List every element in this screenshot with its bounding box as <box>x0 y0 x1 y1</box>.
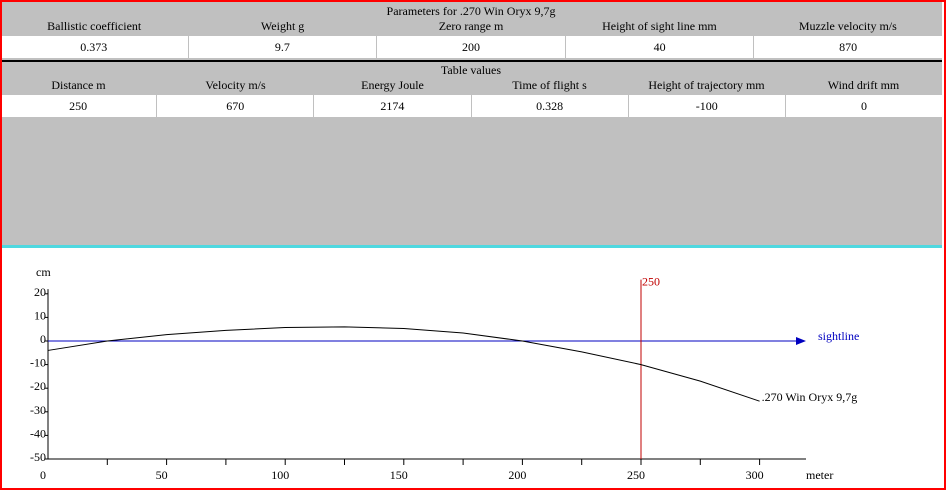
param-value-cell[interactable]: 200 <box>377 36 566 58</box>
table-header: Energy Joule <box>361 78 424 92</box>
table-title: Table values <box>440 63 502 77</box>
y-tick-label: -20 <box>30 379 46 393</box>
param-header: Muzzle velocity m/s <box>798 19 897 33</box>
table-value-cell[interactable]: 0.328 <box>472 95 629 117</box>
distance-marker-label: 250 <box>642 275 660 289</box>
parameters-panel: Parameters for .270 Win Oryx 9,7g Ballis… <box>0 0 942 248</box>
table-header: Wind drift mm <box>827 78 900 92</box>
divider <box>0 60 942 62</box>
param-header: Weight g <box>260 19 305 33</box>
table-value-row: 250 670 2174 0.328 -100 0 <box>0 95 942 117</box>
x-tick-label: 200 <box>508 468 526 482</box>
table-header-row: Distance m Velocity m/s Energy Joule Time o… <box>0 77 942 95</box>
table-value-cell[interactable]: 250 <box>0 95 158 117</box>
x-tick-label: 250 <box>627 468 645 482</box>
y-tick-label: -10 <box>30 356 46 370</box>
table-value-cell[interactable]: 0 <box>860 99 867 113</box>
x-tick-label: 0 <box>40 468 46 482</box>
table-header: Velocity m/s <box>205 78 266 92</box>
y-tick-label: -50 <box>30 450 46 464</box>
param-value-cell[interactable]: 0.373 <box>0 36 189 58</box>
sightline-arrow-icon <box>796 337 806 345</box>
parameters-header-row: Ballistic coefficient Weight g Zero range … <box>0 18 942 36</box>
table-header: Distance m <box>51 78 106 92</box>
sightline-label: sightline <box>818 329 859 343</box>
param-header: Zero range m <box>438 19 504 33</box>
y-axis-label: cm <box>36 265 51 279</box>
table-header: Time of flight s <box>512 78 587 92</box>
x-tick-label: 150 <box>390 468 408 482</box>
series-label: .270 Win Oryx 9,7g <box>762 390 858 404</box>
param-header: Height of sight line mm <box>602 19 717 33</box>
x-tick-label: 100 <box>271 468 289 482</box>
x-axis-label: meter <box>806 468 833 482</box>
parameters-title: Parameters for .270 Win Oryx 9,7g <box>386 4 556 18</box>
param-value-cell[interactable]: 40 <box>566 36 755 58</box>
parameters-value-row: 0.373 9.7 200 40 870 <box>0 36 942 58</box>
y-tick-label: 20 <box>34 285 46 299</box>
y-tick-label: 10 <box>34 308 46 322</box>
param-value-cell[interactable]: 9.7 <box>189 36 378 58</box>
y-tick-label: -40 <box>30 426 46 440</box>
table-value-cell[interactable]: 670 <box>157 95 315 117</box>
table-header: Height of trajectory mm <box>648 78 765 92</box>
param-header: Ballistic coefficient <box>47 19 142 33</box>
y-tick-label: 0 <box>40 332 46 346</box>
trajectory-line <box>47 326 760 402</box>
table-value-cell[interactable]: 2174 <box>314 95 472 117</box>
x-tick-label: 50 <box>156 468 168 482</box>
table-value-cell[interactable]: -100 <box>629 95 786 117</box>
x-tick-label: 300 <box>746 468 764 482</box>
param-value-cell[interactable]: 870 <box>839 40 858 54</box>
y-tick-label: -30 <box>30 403 46 417</box>
